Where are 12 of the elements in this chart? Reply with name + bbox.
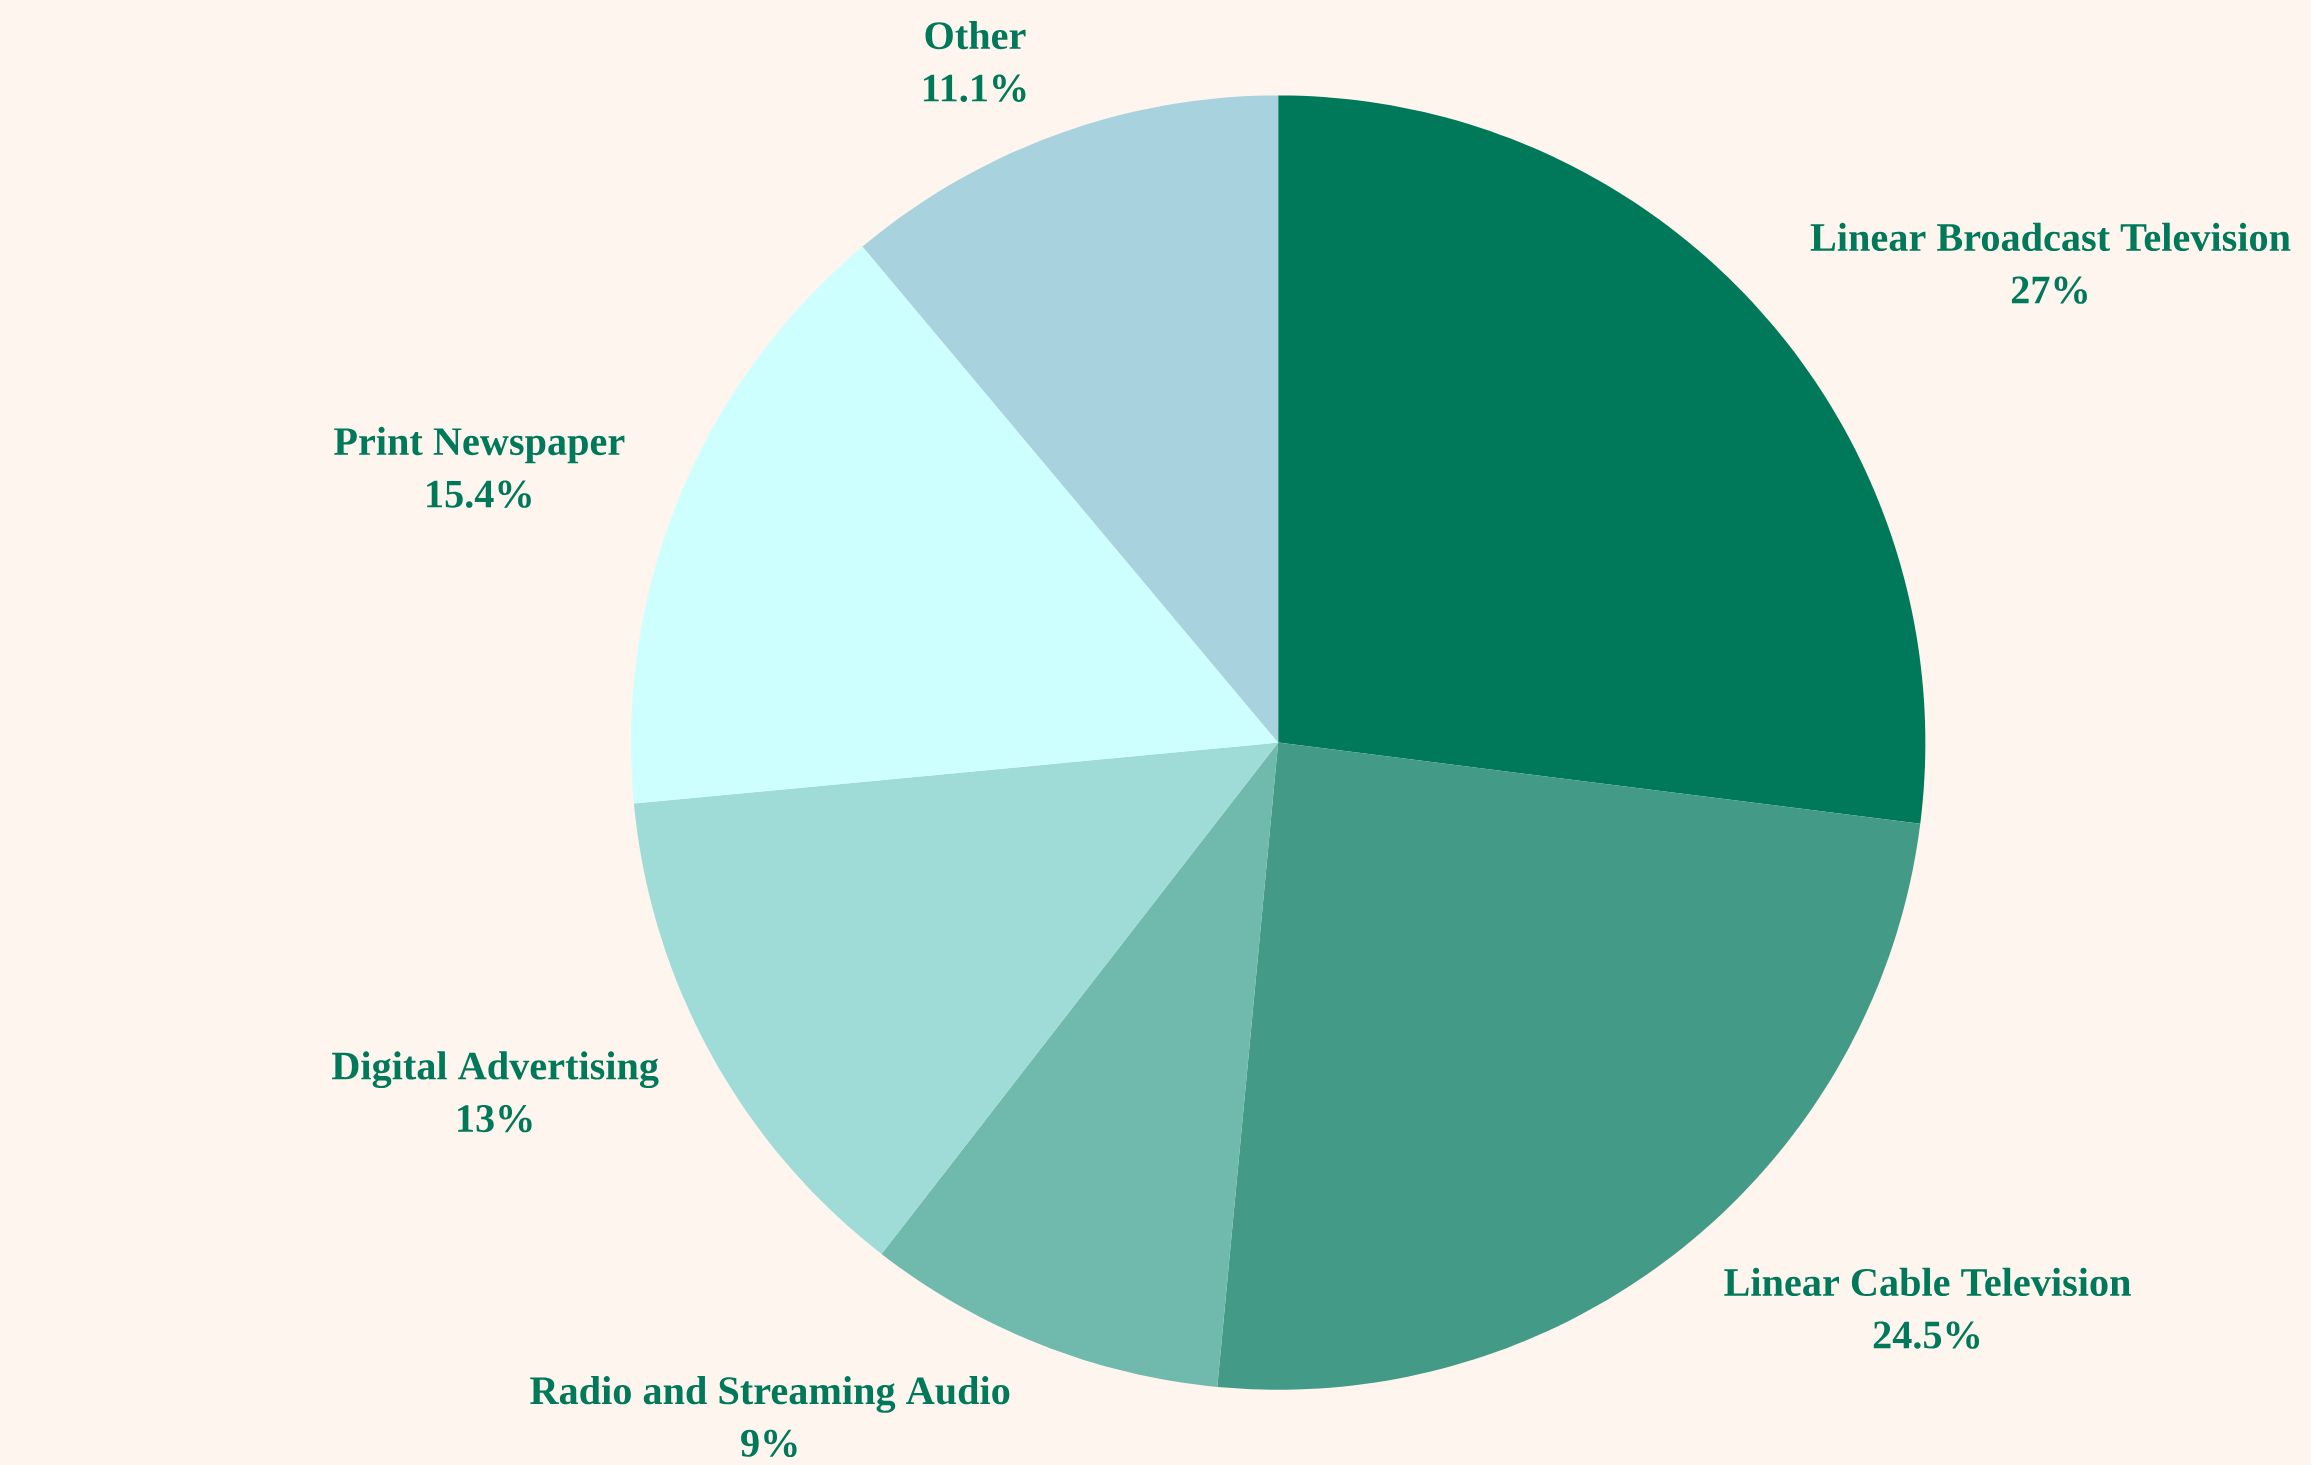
slice-label: Linear Broadcast Television — [1810, 222, 2291, 251]
data-label: 11.1% — [923, 74, 1026, 102]
slice-label: Print Newspaper — [334, 426, 625, 464]
data-label: 24.5% — [1873, 1321, 1980, 1349]
data-label: 9% — [741, 1429, 797, 1457]
slice-label: Digital Advertising — [332, 1051, 659, 1088]
data-label: 27% — [2011, 276, 2087, 304]
slice-label: Radio and Streaming Audio — [530, 1375, 1010, 1413]
data-label: 15.4% — [427, 480, 531, 508]
slice-label: Linear Cable Television — [1724, 1267, 2131, 1296]
slice-label: Other — [925, 20, 1026, 50]
data-label: 13% — [458, 1104, 532, 1133]
